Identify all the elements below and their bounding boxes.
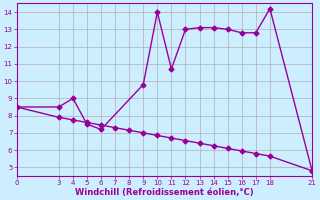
X-axis label: Windchill (Refroidissement éolien,°C): Windchill (Refroidissement éolien,°C) [75,188,254,197]
